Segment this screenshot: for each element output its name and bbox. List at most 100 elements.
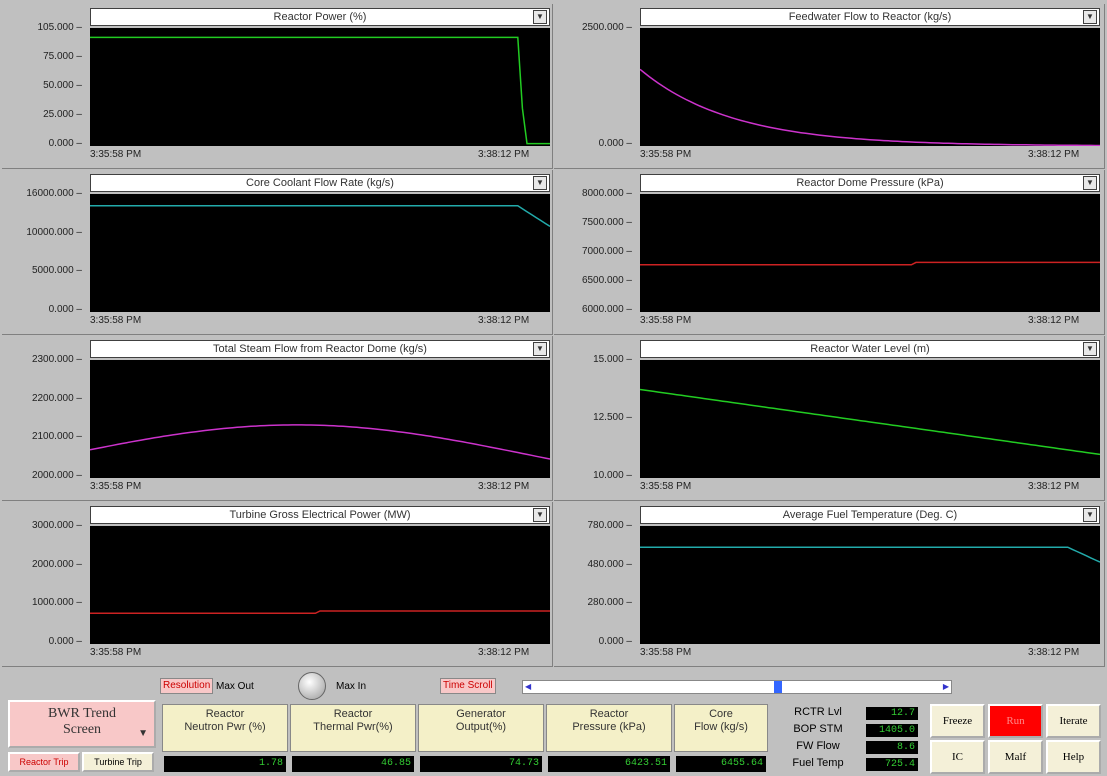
side-readout-label: RCTR Lvl — [794, 706, 842, 718]
readout-value: 46.85 — [292, 756, 414, 772]
chart-svg — [640, 261, 1100, 266]
x-tick-label: 3:38:12 PM — [478, 647, 530, 658]
dropdown-arrow-icon[interactable]: ▼ — [1083, 176, 1097, 190]
iterate-button[interactable]: Iterate — [1046, 704, 1101, 738]
readout-label: Reactor — [333, 708, 373, 720]
ic-button[interactable]: IC — [930, 740, 985, 774]
max-in-label: Max In — [336, 681, 367, 692]
chart-title-select[interactable]: Average Fuel Temperature (Deg. C) ▼ — [640, 506, 1100, 524]
chart-svg — [640, 68, 1100, 146]
screen-selector-line1: BWR Trend — [47, 706, 117, 721]
chart-plot-area — [90, 28, 550, 146]
chart-title: Total Steam Flow from Reactor Dome (kg/s… — [213, 343, 427, 355]
readout-value: 6423.51 — [548, 756, 670, 772]
chart-panel: Core Coolant Flow Rate (kg/s) ▼ 16000.000 … — [2, 170, 553, 335]
resolution-label: Resolution — [160, 678, 214, 694]
x-tick-label: 3:35:58 PM — [90, 149, 142, 160]
chart-title-select[interactable]: Reactor Power (%) ▼ — [90, 8, 550, 26]
screen-selector[interactable]: BWR Trend Screen ▼ — [8, 700, 156, 748]
scroll-thumb[interactable] — [773, 681, 782, 693]
series-line — [640, 546, 1100, 563]
readout-label: Generator — [456, 708, 506, 720]
y-tick-label: 12.500 – — [593, 412, 632, 423]
dropdown-arrow-icon[interactable]: ▼ — [533, 508, 547, 522]
readout-label: Reactor — [589, 708, 629, 720]
x-tick-label: 3:35:58 PM — [640, 149, 692, 160]
chart-title-select[interactable]: Feedwater Flow to Reactor (kg/s) ▼ — [640, 8, 1100, 26]
y-tick-label: 10000.000 – — [26, 226, 82, 238]
chart-svg — [90, 205, 550, 228]
screen-selector-line2: Screen — [62, 722, 102, 737]
chart-title: Feedwater Flow to Reactor (kg/s) — [788, 11, 952, 23]
chart-title: Reactor Water Level (m) — [810, 343, 930, 355]
scroll-left-icon[interactable]: ◀ — [525, 682, 532, 691]
chart-title-select[interactable]: Total Steam Flow from Reactor Dome (kg/s… — [90, 340, 550, 358]
chart-svg — [90, 610, 550, 615]
x-tick-label: 3:38:12 PM — [478, 149, 530, 160]
series-line — [640, 68, 1100, 146]
y-tick-label: 0.000 – — [598, 138, 632, 149]
dropdown-arrow-icon[interactable]: ▼ — [1083, 10, 1097, 24]
y-tick-label: 0.000 – — [48, 304, 82, 315]
x-tick-label: 3:38:12 PM — [1028, 149, 1080, 160]
y-tick-label: 6000.000 – — [581, 304, 632, 315]
y-tick-label: 105.000 – — [37, 22, 83, 33]
side-readout-value: 725.4 — [866, 758, 918, 771]
scroll-right-icon[interactable]: ▶ — [942, 682, 949, 691]
chart-title-select[interactable]: Reactor Dome Pressure (kPa) ▼ — [640, 174, 1100, 192]
y-tick-label: 15.000 – — [593, 354, 632, 365]
chart-panel: Average Fuel Temperature (Deg. C) ▼ 780.00… — [554, 502, 1105, 667]
chart-plot-area — [90, 360, 550, 478]
time-scroll-label: Time Scroll — [440, 678, 496, 694]
chart-title: Reactor Dome Pressure (kPa) — [796, 177, 944, 189]
side-readout-label: FW Flow — [796, 740, 840, 752]
dropdown-arrow-icon[interactable]: ▼ — [1083, 342, 1097, 356]
side-readout-label: Fuel Temp — [792, 757, 844, 769]
y-tick-label: 3000.000 – — [31, 520, 82, 531]
dropdown-arrow-icon[interactable]: ▼ — [533, 176, 547, 190]
freeze-button[interactable]: Freeze — [930, 704, 985, 738]
y-tick-label: 480.000 – — [587, 558, 633, 570]
reactor-trip-button[interactable]: Reactor Trip — [8, 752, 80, 772]
y-tick-label: 75.000 – — [43, 51, 82, 62]
chart-title-select[interactable]: Core Coolant Flow Rate (kg/s) ▼ — [90, 174, 550, 192]
dropdown-arrow-icon[interactable]: ▼ — [1083, 508, 1097, 522]
x-tick-label: 3:35:58 PM — [90, 647, 142, 658]
malf-button[interactable]: Malf — [988, 740, 1043, 774]
y-tick-label: 2000.000 – — [31, 470, 82, 481]
readout-label: Thermal Pwr(%) — [313, 721, 393, 733]
series-line — [90, 36, 550, 145]
dropdown-arrow-icon[interactable]: ▼ — [533, 10, 547, 24]
readout-label: Neutron Pwr (%) — [184, 721, 266, 733]
readout-value: 74.73 — [420, 756, 542, 772]
x-tick-label: 3:38:12 PM — [1028, 481, 1080, 492]
readout-value: 1.78 — [164, 756, 286, 772]
chart-svg — [640, 388, 1100, 456]
dropdown-arrow-icon[interactable]: ▼ — [533, 342, 547, 356]
readout-header: Reactor Neutron Pwr (%) — [162, 704, 288, 752]
y-tick-label: 0.000 – — [598, 636, 632, 647]
series-line — [640, 261, 1100, 266]
y-tick-label: 2200.000 – — [31, 392, 82, 404]
readout-header: Core Flow (kg/s) — [674, 704, 768, 752]
max-out-label: Max Out — [216, 681, 254, 692]
y-tick-label: 1000.000 – — [31, 597, 82, 609]
chart-svg — [90, 424, 550, 460]
chart-panel: Reactor Water Level (m) ▼ 15.000 – 12.500 –… — [554, 336, 1105, 501]
resolution-knob[interactable] — [298, 672, 326, 700]
readout-header: Reactor Thermal Pwr(%) — [290, 704, 416, 752]
readout-value: 6455.64 — [676, 756, 766, 772]
turbine-trip-button[interactable]: Turbine Trip — [82, 752, 154, 772]
y-tick-label: 2300.000 – — [31, 354, 82, 365]
run-button[interactable]: Run — [988, 704, 1043, 738]
y-tick-label: 0.000 – — [48, 138, 82, 149]
y-tick-label: 2500.000 – — [581, 22, 632, 33]
help-button[interactable]: Help — [1046, 740, 1101, 774]
chart-title-select[interactable]: Reactor Water Level (m) ▼ — [640, 340, 1100, 358]
chart-title-select[interactable]: Turbine Gross Electrical Power (MW) ▼ — [90, 506, 550, 524]
chart-title: Average Fuel Temperature (Deg. C) — [782, 509, 958, 521]
chart-panel: Reactor Power (%) ▼ 105.000 – 75.000 – 50.00… — [2, 4, 553, 169]
readout-label: Flow (kg/s) — [694, 721, 748, 733]
time-scroll-bar[interactable]: ◀ ▶ — [522, 680, 952, 694]
chart-panel: Total Steam Flow from Reactor Dome (kg/s… — [2, 336, 553, 501]
